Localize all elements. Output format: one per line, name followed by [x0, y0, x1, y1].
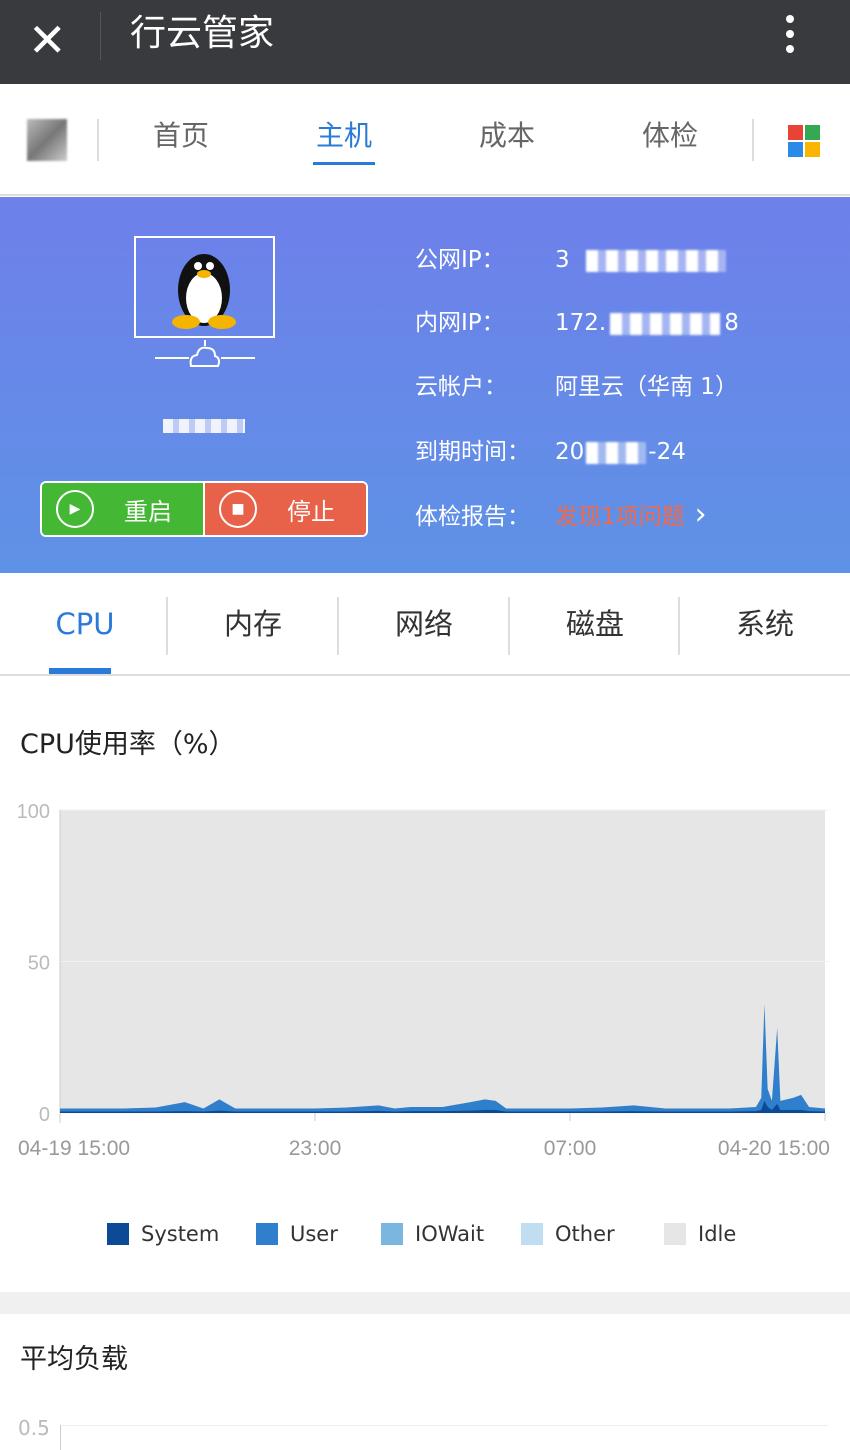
field-label: 内网IP： [415, 310, 505, 336]
cloud-account-value: 阿里云（华南 1） [555, 374, 738, 400]
legend-swatch [664, 1223, 686, 1245]
nav-tab-home[interactable]: 首页 [152, 119, 209, 152]
legend-item-idle[interactable]: Idle [664, 1222, 736, 1246]
field-label: 云帐户： [415, 374, 507, 400]
tab-system[interactable]: 系统 [735, 607, 794, 641]
chart-legend: System User IOWait Other Idle [0, 1222, 850, 1250]
divider [337, 597, 339, 655]
legend-label: System [141, 1222, 220, 1246]
field-label: 体检报告： [415, 504, 530, 530]
legend-swatch [256, 1223, 278, 1245]
checkup-report-row[interactable]: 体检报告： 发现1项问题 › [415, 500, 707, 532]
title-bar: ✕ 行云管家 [0, 0, 850, 84]
more-vertical-icon[interactable] [780, 10, 800, 60]
restart-label: 重启 [124, 497, 172, 526]
legend-label: IOWait [415, 1222, 485, 1246]
legend-item-system[interactable]: System [107, 1222, 219, 1246]
private-ip-suffix: 8 [724, 310, 739, 336]
public-ip-value: 3 [555, 247, 575, 273]
cpu-usage-chart: 0 50 100 04-19 15:00 23:00 07:00 04-20 15:00 [17, 801, 830, 1160]
restart-button[interactable]: ▶ 重启 [42, 483, 203, 535]
legend-label: User [290, 1222, 338, 1246]
section-gap [0, 1292, 850, 1314]
legend-item-user[interactable]: User [256, 1222, 338, 1246]
stop-label: 停止 [287, 497, 335, 526]
legend-item-iowait[interactable]: IOWait [381, 1222, 484, 1246]
play-icon: ▶ [56, 490, 94, 528]
legend-label: Idle [698, 1222, 737, 1246]
gridline [60, 1425, 828, 1426]
stop-icon: ■ [219, 490, 257, 528]
redacted [586, 441, 647, 464]
host-name-redacted [163, 419, 245, 433]
monitor-icon [134, 236, 275, 338]
host-actions: ▶ 重启 ■ 停止 [40, 481, 368, 537]
redacted [610, 312, 721, 335]
expiry-suffix: -24 [648, 439, 686, 465]
field-label: 公网IP： [415, 247, 505, 273]
system-series-area [60, 1100, 825, 1113]
legend-label: Other [555, 1222, 615, 1246]
close-icon[interactable]: ✕ [28, 13, 67, 67]
nav-tab-checkup[interactable]: 体检 [641, 119, 698, 152]
y-tick-label: 50 [28, 953, 50, 975]
y-tick-label: 0 [39, 1104, 50, 1126]
stop-button[interactable]: ■ 停止 [203, 483, 366, 535]
host-panel: ▶ 重启 ■ 停止 公网IP： 3 内网IP： 172. 8 云帐户： 阿里云（华南 1… [0, 197, 850, 573]
linux-penguin-icon [172, 254, 236, 329]
x-tick-label: 04-19 15:00 [18, 1137, 130, 1160]
x-tick-label: 23:00 [289, 1137, 342, 1160]
tab-cpu[interactable]: CPU [0, 575, 170, 674]
legend-swatch [107, 1223, 129, 1245]
field-label: 到期时间： [415, 439, 530, 465]
expiry-value: 20 [555, 439, 585, 465]
avatar[interactable] [27, 119, 67, 161]
divider [678, 597, 680, 655]
y-tick-label: 100 [17, 801, 50, 823]
x-tick-label: 04-20 15:00 [718, 1137, 830, 1160]
divider [166, 597, 168, 655]
cpu-chart-title: CPU使用率（%） [20, 729, 236, 760]
metric-tabs: CPU 内存 网络 磁盘 系统 [0, 575, 850, 676]
load-y-tick: 0.5 [18, 1416, 50, 1440]
divider [100, 12, 101, 60]
nav-tab-cost[interactable]: 成本 [478, 119, 535, 152]
private-ip-row: 内网IP： 172. 8 [415, 308, 739, 338]
nav-tab-host[interactable]: 主机 [284, 114, 404, 165]
tab-disk[interactable]: 磁盘 [565, 607, 624, 641]
axis-line [60, 1425, 61, 1450]
public-ip-row: 公网IP： 3 [415, 245, 727, 275]
cloud-account-row: 云帐户： 阿里云（华南 1） [415, 372, 738, 402]
redacted [586, 249, 727, 272]
tab-network[interactable]: 网络 [394, 607, 453, 641]
private-ip-value: 172. [555, 310, 607, 336]
apps-grid-icon[interactable] [788, 125, 820, 157]
legend-item-other[interactable]: Other [521, 1222, 615, 1246]
divider [97, 119, 99, 161]
app-title: 行云管家 [130, 13, 275, 54]
x-tick-label: 07:00 [544, 1137, 597, 1160]
checkup-issue-link[interactable]: 发现1项问题 [555, 504, 685, 530]
load-chart-title: 平均负载 [20, 1344, 128, 1375]
legend-swatch [381, 1223, 403, 1245]
divider [752, 119, 754, 161]
main-nav: 首页 主机 成本 体检 [0, 84, 850, 196]
tab-memory[interactable]: 内存 [223, 607, 282, 641]
expiry-row: 到期时间： 20 -24 [415, 437, 686, 467]
chevron-right-icon[interactable]: › [694, 497, 707, 532]
legend-swatch [521, 1223, 543, 1245]
divider [508, 597, 510, 655]
cloud-network-icon [155, 340, 255, 367]
